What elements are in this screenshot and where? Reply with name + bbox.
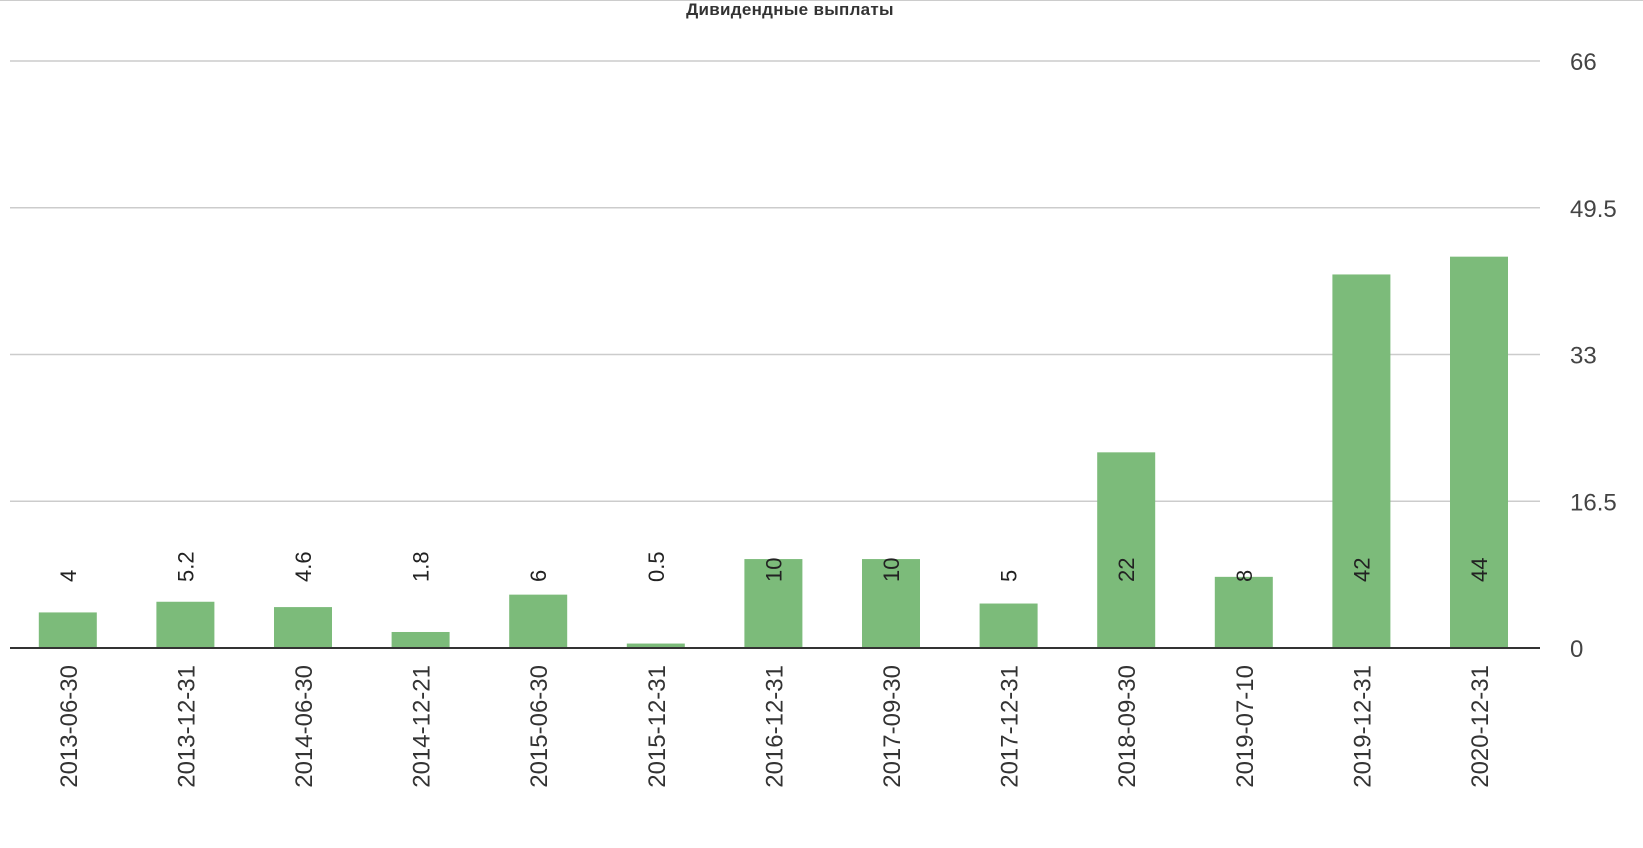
bar <box>626 643 685 648</box>
x-tick-label: 2018-09-30 <box>1114 665 1141 788</box>
bar <box>274 607 332 648</box>
x-tick-label: 2017-12-31 <box>997 665 1024 788</box>
y-tick-label: 66 <box>1570 49 1597 76</box>
bar-value-label: 22 <box>1114 558 1139 582</box>
bar <box>1214 576 1273 648</box>
x-tick-label: 2019-07-10 <box>1232 665 1259 788</box>
bar-value-label: 42 <box>1349 558 1374 582</box>
bars <box>38 256 1508 648</box>
bar-value-label: 0.5 <box>644 551 669 582</box>
bar-value-label: 8 <box>1232 570 1257 582</box>
bar-value-label: 4.6 <box>291 551 316 582</box>
bar <box>509 594 568 648</box>
bar-value-label: 10 <box>761 558 786 582</box>
bar-value-label: 5 <box>997 570 1022 582</box>
x-tick-label: 2017-09-30 <box>879 665 906 788</box>
x-tick-label: 2013-06-30 <box>56 665 83 788</box>
x-tick-label: 2014-06-30 <box>291 665 318 788</box>
bar <box>156 601 215 648</box>
bar <box>862 559 920 648</box>
x-tick-label: 2015-06-30 <box>526 665 553 788</box>
y-tick-label: 16.5 <box>1570 489 1617 516</box>
top-rule <box>0 0 1643 1</box>
x-tick-label: 2015-12-31 <box>644 665 671 788</box>
bar <box>979 603 1038 648</box>
x-tick-label: 2019-12-31 <box>1349 665 1376 788</box>
x-tick-label: 2020-12-31 <box>1467 665 1494 788</box>
bar <box>38 612 97 648</box>
bar-value-label: 1.8 <box>409 551 434 582</box>
bar <box>1097 452 1156 648</box>
x-tick-label: 2014-12-21 <box>409 665 436 788</box>
chart-title: Дивидендные выплаты <box>686 0 894 19</box>
bar <box>1332 274 1391 648</box>
bar-value-label: 10 <box>879 558 904 582</box>
bar-value-labels: 4 5.2 4.6 1.8 6 0.5 10 10 5 22 8 42 44 <box>56 551 1492 582</box>
x-tick-label: 2013-12-31 <box>173 665 200 788</box>
grid-lines <box>10 60 1540 502</box>
bar-value-label: 44 <box>1467 558 1492 582</box>
bar-value-label: 4 <box>56 570 81 582</box>
y-axis-ticks: 0 16.5 33 49.5 66 <box>1570 49 1617 663</box>
x-axis-ticks: 2013-06-30 2013-12-31 2014-06-30 2014-12-21… <box>56 665 1494 788</box>
y-tick-label: 33 <box>1570 343 1597 370</box>
bar-value-label: 6 <box>526 570 551 582</box>
bar-value-label: 5.2 <box>173 551 198 582</box>
y-tick-label: 0 <box>1570 636 1583 663</box>
x-tick-label: 2016-12-31 <box>761 665 788 788</box>
bar <box>744 559 803 648</box>
bar <box>391 631 450 648</box>
bar <box>1450 256 1508 648</box>
y-tick-label: 49.5 <box>1570 196 1617 223</box>
